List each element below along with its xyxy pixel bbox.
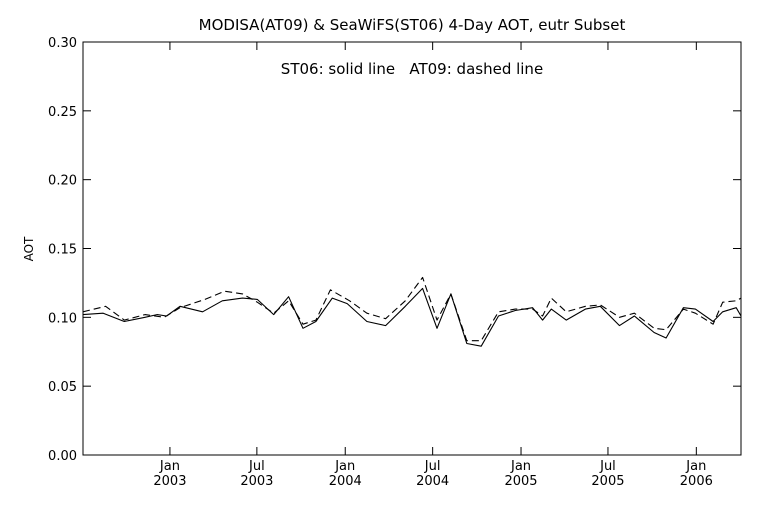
x-tick-month-label: Jul bbox=[599, 459, 616, 474]
x-tick-month-label: Jan bbox=[159, 459, 180, 474]
x-tick-year-label: 2004 bbox=[416, 474, 449, 489]
x-tick-year-label: 2005 bbox=[591, 474, 624, 489]
series-line-at09 bbox=[82, 276, 742, 342]
y-tick-label: 0.15 bbox=[48, 243, 77, 258]
y-tick-label: 0.00 bbox=[48, 449, 77, 464]
x-tick-month-label: Jan bbox=[510, 459, 531, 474]
chart-title: MODISA(AT09) & SeaWiFS(ST06) 4-Day AOT, … bbox=[199, 16, 626, 34]
y-tick-label: 0.10 bbox=[48, 311, 77, 326]
x-tick-year-label: 2004 bbox=[329, 474, 362, 489]
x-tick-month-label: Jan bbox=[685, 459, 706, 474]
y-tick-label: 0.25 bbox=[48, 105, 77, 120]
x-tick-year-label: 2005 bbox=[504, 474, 537, 489]
x-tick-year-label: 2003 bbox=[240, 474, 273, 489]
x-tick-month-label: Jul bbox=[248, 459, 265, 474]
y-tick-label: 0.20 bbox=[48, 174, 77, 189]
series-line-st06 bbox=[82, 287, 742, 347]
x-tick-month-label: Jul bbox=[424, 459, 441, 474]
x-tick-year-label: 2003 bbox=[153, 474, 186, 489]
y-tick-label: 0.05 bbox=[48, 380, 77, 395]
y-axis-label: AOT bbox=[22, 236, 36, 261]
x-tick-year-label: 2006 bbox=[680, 474, 713, 489]
series-style-annotation: ST06: solid line AT09: dashed line bbox=[281, 60, 543, 78]
y-axis-ticks: 0.00 0.05 0.10 0.15 0.20 0.25 0.30 bbox=[48, 36, 741, 464]
series-layer bbox=[82, 276, 742, 347]
y-tick-label: 0.30 bbox=[48, 36, 77, 51]
x-axis-ticks: Jan2003Jul2003Jan2004Jul2004Jan2005Jul20… bbox=[153, 42, 713, 489]
x-tick-month-label: Jan bbox=[334, 459, 355, 474]
